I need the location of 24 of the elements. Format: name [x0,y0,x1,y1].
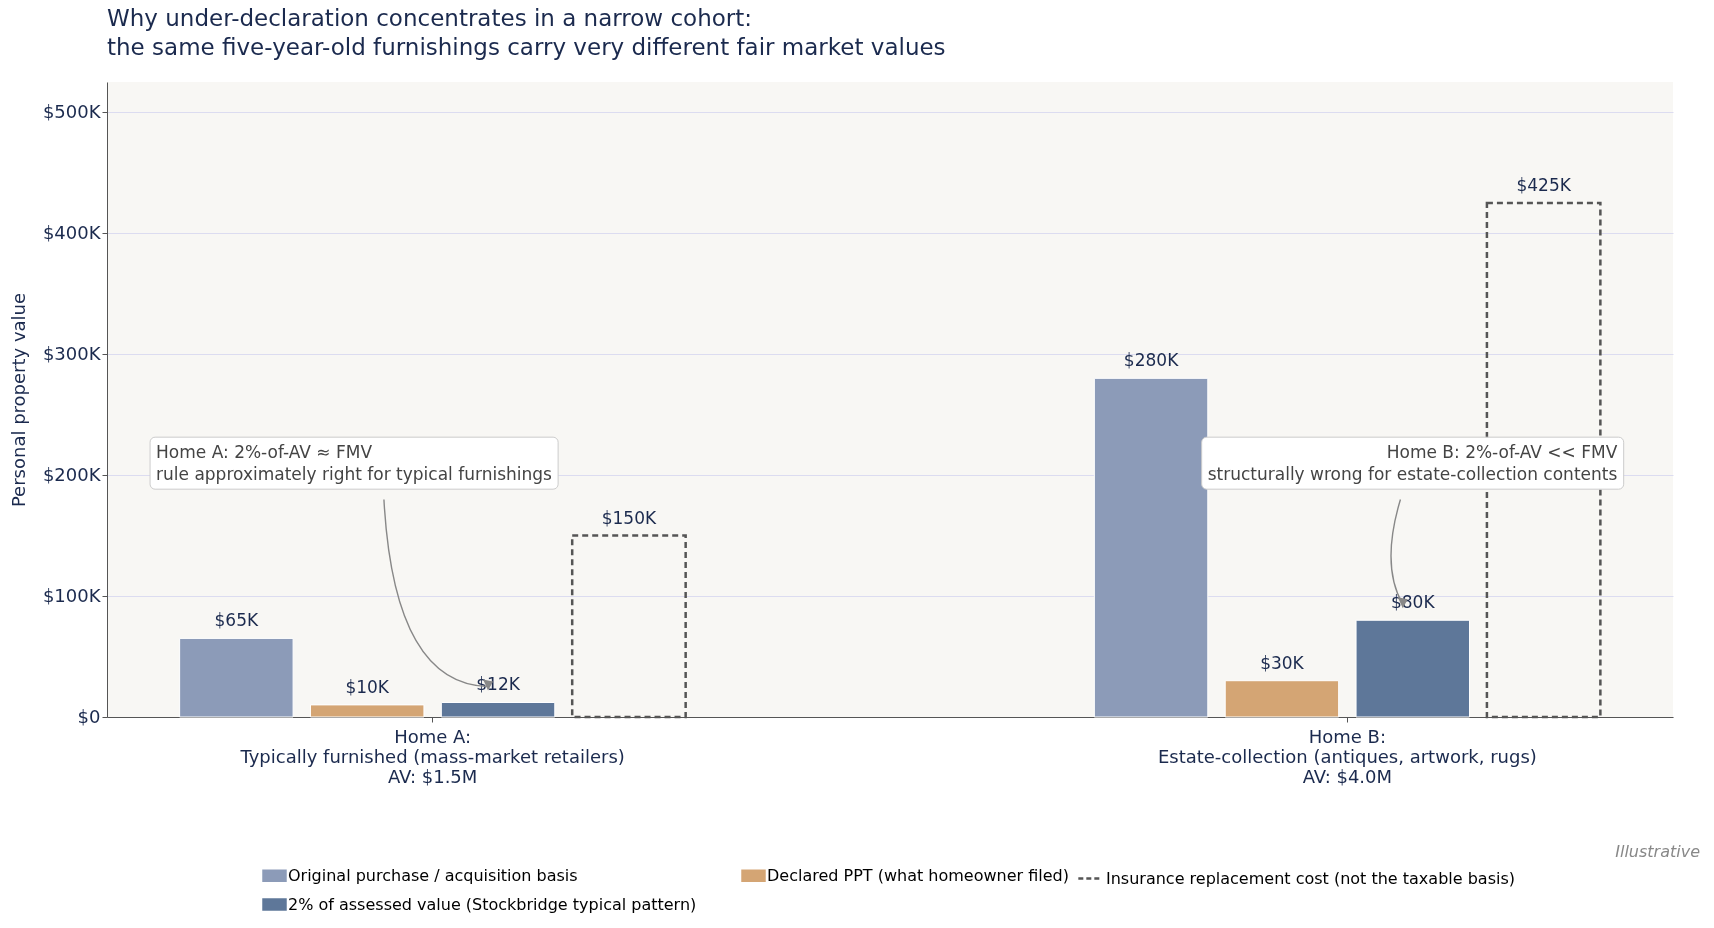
data-label: $280K [1123,350,1180,371]
y-tick-label: $300K [42,342,102,364]
y-axis-title: Personal property value [7,292,29,508]
y-tick-label: $200K [42,463,102,485]
y-tick-label: $500K [42,100,102,122]
data-label: $10K [345,676,390,697]
data-label: $12K [476,674,521,695]
y-tick-label: $400K [42,221,102,243]
text: Illustrative [1615,842,1700,861]
annotation: Home B: 2%-of-AV << FMV structurally wrong for estate-collection contents [1207,442,1618,485]
y-tick-label: $0 [77,705,101,727]
annotation: Home A: 2%-of-AV ≈ FMV rule approximately right for typical furnishings [156,442,553,485]
data-label: $425K [1516,174,1572,195]
legend-label: Original purchase / acquisition basis [288,865,578,885]
data-label: $65K [214,610,259,631]
legend-label: Insurance replacement cost (not the taxable basis) [1106,868,1515,888]
y-tick-label: $100K [42,584,102,606]
chart-title: Why under-declaration concentrates in a narrow cohort: the same five-year-old furnishings carry very different fair market values [107,5,946,60]
data-label: $150K [601,507,657,528]
x-tick-label: Home A: Typically furnished (mass-market retailers) AV: $1.5M [239,725,625,787]
legend-label: 2% of assessed value (Stockbridge typical pattern) [288,894,697,914]
data-label: $30K [1260,652,1305,673]
legend-label: Declared PPT (what homeowner filed) [767,865,1069,885]
x-tick-label: Home B: Estate-collection (antiques, artwork, rugs) AV: $4.0M [1157,725,1537,787]
